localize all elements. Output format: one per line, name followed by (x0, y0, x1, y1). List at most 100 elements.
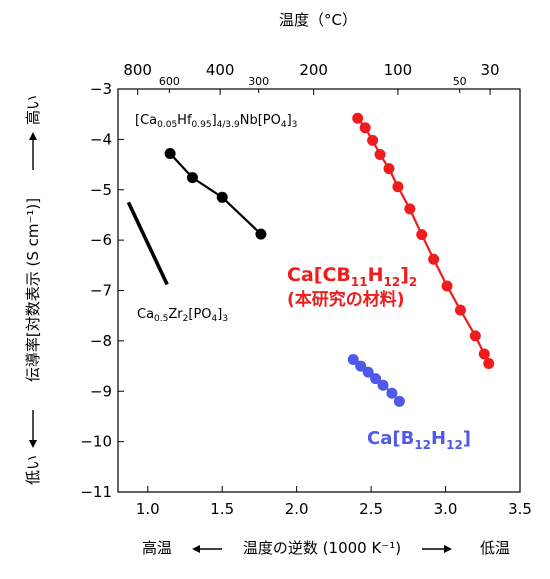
data-point (216, 191, 228, 203)
label-b12-part: Ca[B (367, 428, 414, 449)
label-hf-part: [Ca (135, 113, 157, 128)
y-tick-label: −4 (90, 130, 112, 148)
data-point (377, 379, 389, 391)
y-tick-label: −3 (90, 80, 112, 98)
data-point (255, 228, 267, 240)
series-1 (126, 201, 169, 286)
series-line (169, 152, 262, 235)
top-tick-label: 30 (481, 61, 500, 79)
data-point (186, 172, 198, 184)
top-axis-label: 温度（°C） (279, 11, 357, 29)
top-minor-tick-label: 600 (159, 75, 180, 88)
top-tick-label: 200 (299, 61, 328, 79)
top-minor-tick-label: 50 (453, 75, 467, 88)
label-zr-part: [PO (188, 307, 211, 322)
data-point (416, 229, 428, 241)
data-point (383, 163, 395, 175)
data-point (355, 360, 367, 372)
series-0 (164, 147, 267, 240)
data-point (454, 304, 466, 316)
y-tick-label: −6 (90, 231, 112, 249)
label-hf-sub: 3 (292, 120, 298, 130)
series-3 (347, 354, 405, 407)
label-hf-sub: 4 (281, 120, 287, 130)
data-point (441, 280, 453, 292)
data-point (483, 358, 495, 370)
data-point (367, 134, 379, 146)
data-point (393, 395, 405, 407)
label-cb-part: ] (400, 264, 409, 286)
data-point (370, 373, 382, 385)
data-point (164, 147, 176, 159)
label-b12-sub: 12 (446, 438, 463, 452)
series-line (126, 201, 169, 286)
label-zr-part: Zr (168, 307, 183, 322)
label-hf-part: Hf (177, 113, 192, 128)
x-tick-label: 3.0 (434, 500, 458, 518)
label-hf-part: ] (212, 113, 217, 128)
y-tick-label: −8 (90, 332, 112, 350)
x-tick-label: 1.0 (136, 500, 160, 518)
x-tick-label: 2.5 (359, 500, 383, 518)
top-tick-label: 400 (206, 61, 235, 79)
data-point (347, 354, 359, 366)
data-point (392, 181, 404, 193)
label-zr-sub: 4 (212, 314, 218, 324)
bottom-axis-label-center: 温度の逆数 (1000 K⁻¹) (243, 539, 401, 557)
top-tick-label: 100 (384, 61, 413, 79)
series-layer (126, 112, 495, 407)
label-cb-part: H (368, 264, 384, 286)
label-zr-part: ] (217, 307, 222, 322)
label-cb-sub: 12 (383, 275, 400, 289)
left-axis-label-high: 高い (24, 95, 42, 125)
top-axis: 800 400 200 100 30 600 300 50 (123, 61, 500, 95)
x-tick-label: 2.0 (285, 500, 309, 518)
left-axis-arrowhead-down (29, 440, 37, 448)
series-2 (352, 112, 495, 370)
label-hf-part: ] (287, 113, 292, 128)
bottom-axis-arrowhead-right (444, 545, 452, 553)
label-cb-series: Ca[CB11H12]2 (287, 264, 417, 289)
label-hf-sub: 0.95 (192, 120, 212, 130)
data-point (352, 112, 364, 124)
label-cb-part: Ca[CB (287, 264, 351, 286)
label-hf-series: [Ca0.05Hf0.95]4/3.9Nb[PO4]3 (135, 113, 297, 130)
bottom-axis: 1.0 1.5 2.0 2.5 3.0 3.5 (136, 486, 532, 518)
top-tick-label: 800 (123, 61, 152, 79)
label-b12-part: ] (463, 428, 471, 449)
data-point (469, 330, 481, 342)
data-point (359, 122, 371, 134)
label-hf-part: Nb[PO (240, 113, 281, 128)
left-axis-title: 高い 伝導率[対数表示 (S cm⁻¹)] 低い (24, 95, 42, 485)
bottom-axis-label-right: 低温 (480, 539, 510, 557)
label-zr-sub: 2 (183, 314, 189, 324)
y-tick-label: −10 (80, 433, 112, 451)
label-zr-series: Ca0.5Zr2[PO4]3 (137, 307, 228, 324)
label-cb-sub: 11 (351, 275, 368, 289)
y-tick-label: −5 (90, 181, 112, 199)
bottom-axis-arrowhead-left (192, 545, 200, 553)
label-zr-part: Ca (137, 307, 154, 322)
label-b12-series: Ca[B12H12] (367, 428, 471, 452)
data-point (478, 348, 490, 360)
data-point (428, 253, 440, 265)
left-axis-label-low: 低い (24, 455, 42, 485)
x-tick-label: 1.5 (210, 500, 234, 518)
left-axis-arrowhead-up (29, 132, 37, 140)
label-cb-note: (本研究の材料) (287, 289, 405, 310)
label-cb-sub: 2 (409, 275, 417, 289)
label-b12-part: H (431, 428, 446, 449)
left-axis: −3 −4 −5 −6 −7 −8 −9 −10 −11 (80, 80, 124, 501)
data-point (386, 387, 398, 399)
x-tick-label: 3.5 (508, 500, 532, 518)
label-zr-sub: 3 (222, 314, 228, 324)
y-tick-label: −11 (80, 483, 112, 501)
data-point (404, 203, 416, 215)
y-tick-label: −7 (90, 282, 112, 300)
label-b12-sub: 12 (414, 438, 431, 452)
data-point (374, 148, 386, 160)
y-tick-label: −9 (90, 382, 112, 400)
bottom-axis-label-left: 高温 (142, 539, 172, 557)
label-zr-sub: 0.5 (154, 314, 168, 324)
